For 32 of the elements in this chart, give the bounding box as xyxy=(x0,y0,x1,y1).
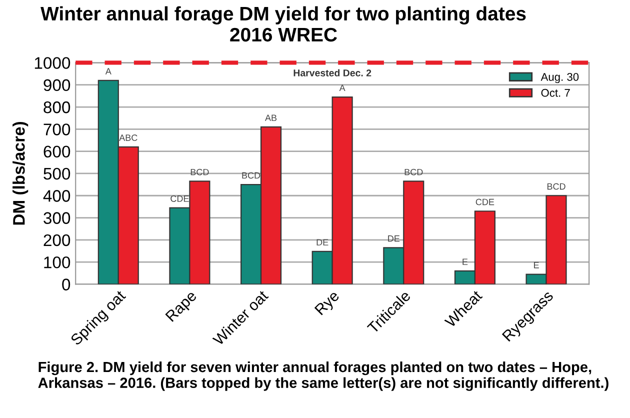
annotation: Harvested Dec. 2 xyxy=(294,69,372,76)
data-label: ABC xyxy=(119,134,138,141)
y-tick-label: 800 xyxy=(44,101,70,114)
x-tick-label: Rye xyxy=(314,290,342,318)
data-label: BCD xyxy=(547,183,566,190)
y-tick-label: 300 xyxy=(44,212,70,224)
data-label: DE xyxy=(388,235,400,242)
y-tick-label: 1000 xyxy=(34,57,70,69)
y-tick-label: 500 xyxy=(44,168,70,180)
y-tick-label: 600 xyxy=(44,146,70,158)
data-label: A xyxy=(105,68,112,74)
y-tick-label: 100 xyxy=(44,256,70,268)
data-label: AB xyxy=(264,114,277,121)
data-label: E xyxy=(462,258,468,265)
chart-title: Winter annual forage DM yield for two planting dates 2016 WREC xyxy=(40,6,526,42)
data-label: CDE xyxy=(170,195,189,202)
caption: Figure 2. DM yield for seven winter annual forages planted on two dates – Hope, Arkansas – 2016. (Bars topped by the same letter(s) are not significantly different.) xyxy=(38,361,608,391)
data-label: E xyxy=(534,262,539,268)
y-tick-label: 900 xyxy=(44,79,70,92)
data-label: BCD xyxy=(242,172,260,179)
data-label: CDE xyxy=(476,198,494,206)
y-tick-label: 0 xyxy=(62,278,70,290)
data-label: A xyxy=(339,84,346,91)
y-tick-label: 700 xyxy=(44,124,70,136)
data-label: DE xyxy=(316,239,328,246)
y-tick-label: 400 xyxy=(43,190,70,202)
data-label: BCD xyxy=(404,168,423,176)
y-tick-label: 200 xyxy=(44,234,70,246)
data-label: BCD xyxy=(190,168,209,176)
legend-label: Aug. 30 xyxy=(540,72,579,84)
legend-label: Oct. 7 xyxy=(541,88,570,97)
y-axis-title: DM (lbs/acre) xyxy=(12,122,28,225)
